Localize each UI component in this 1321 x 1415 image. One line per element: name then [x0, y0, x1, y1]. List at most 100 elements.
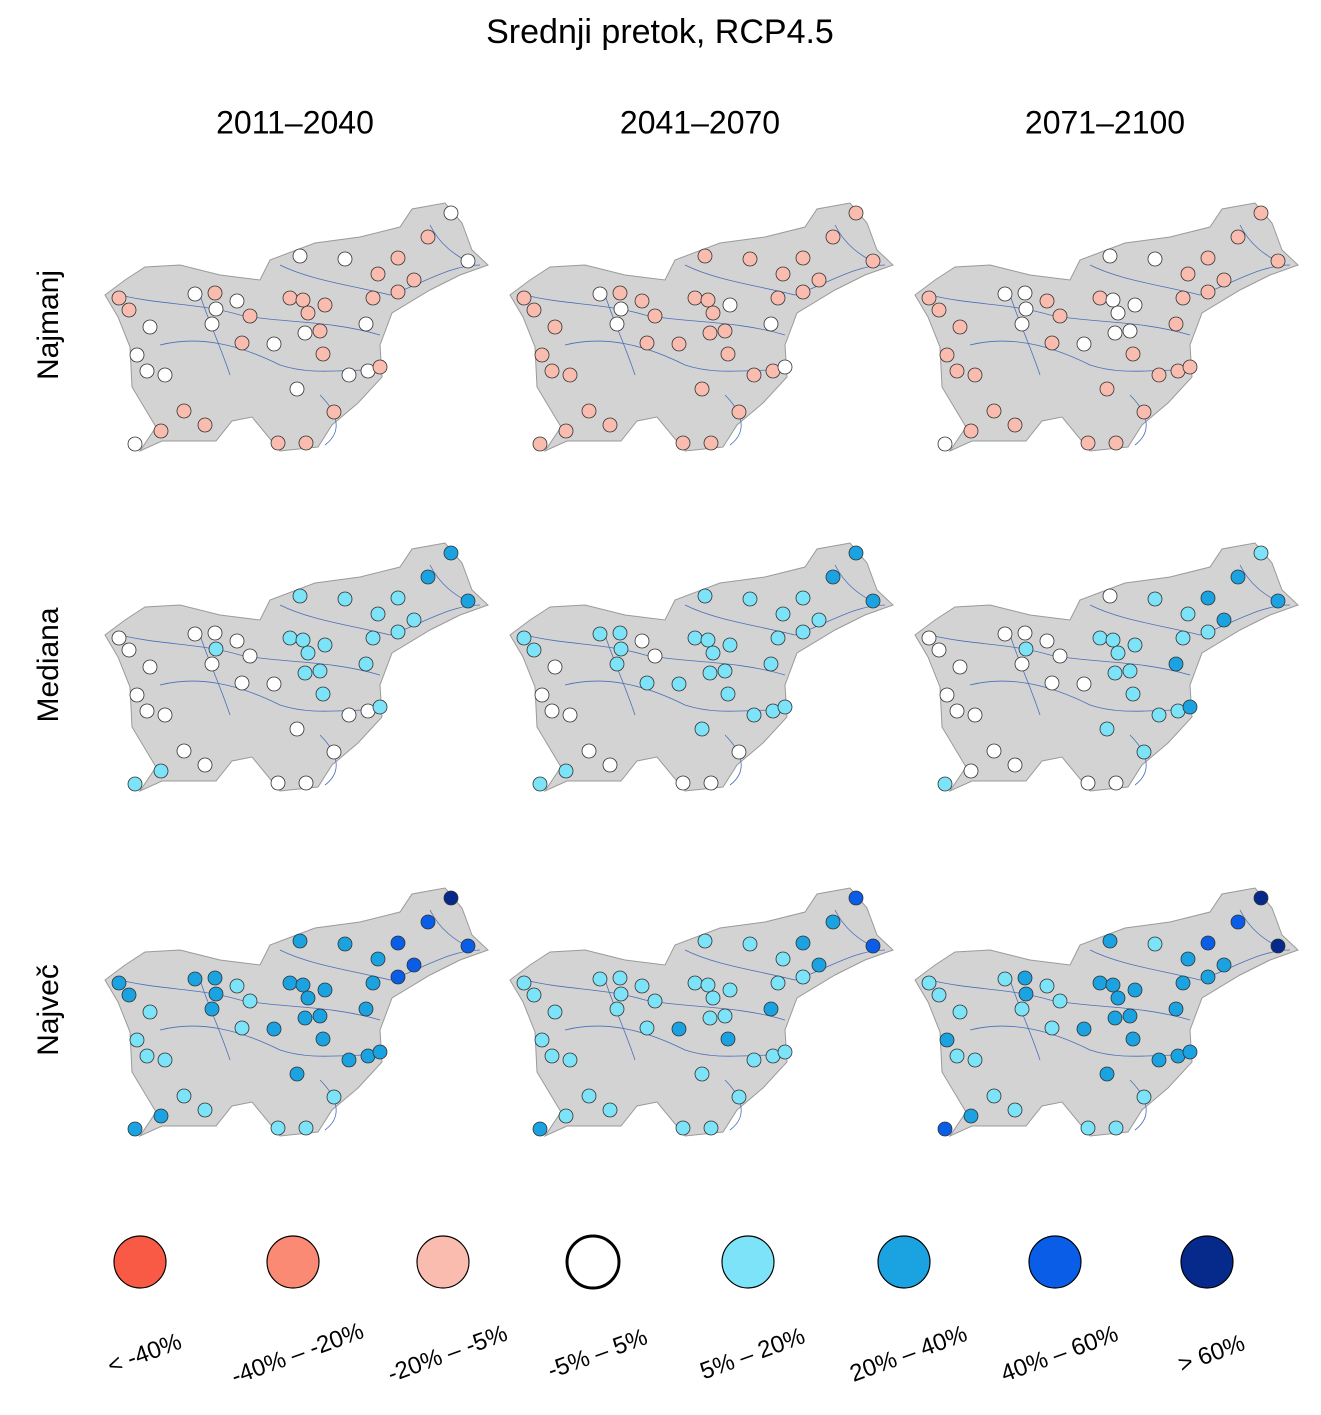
- station: [634, 633, 650, 649]
- station: [639, 675, 655, 691]
- station: [460, 253, 476, 269]
- station: [602, 1102, 618, 1118]
- station: [1108, 1120, 1124, 1136]
- station: [516, 975, 532, 991]
- station: [705, 990, 721, 1006]
- station: [234, 335, 250, 351]
- station: [700, 292, 716, 308]
- station: [694, 721, 710, 737]
- station: [547, 659, 563, 675]
- station: [675, 1120, 691, 1136]
- station: [204, 1001, 220, 1017]
- station: [390, 969, 406, 985]
- legend-label: 20% – 40%: [846, 1320, 971, 1387]
- station: [671, 676, 687, 692]
- station: [703, 435, 719, 451]
- station: [1039, 293, 1055, 309]
- station: [1018, 301, 1034, 317]
- station: [153, 423, 169, 439]
- station: [697, 933, 713, 949]
- map-panel: [915, 888, 1298, 1136]
- station: [297, 1010, 313, 1026]
- station: [1253, 545, 1269, 561]
- station: [1014, 1001, 1030, 1017]
- legend-label: 5% – 20%: [697, 1323, 809, 1386]
- station: [1168, 316, 1184, 332]
- station: [282, 630, 298, 646]
- station: [865, 593, 881, 609]
- station: [1151, 367, 1167, 383]
- station: [292, 933, 308, 949]
- station: [700, 977, 716, 993]
- station: [1125, 346, 1141, 362]
- station: [312, 663, 328, 679]
- station: [1007, 1102, 1023, 1118]
- station: [1052, 308, 1068, 324]
- station: [372, 359, 388, 375]
- station: [292, 588, 308, 604]
- station: [952, 319, 968, 335]
- station: [139, 1048, 155, 1064]
- station: [720, 686, 736, 702]
- station: [153, 1108, 169, 1124]
- station: [526, 642, 542, 658]
- legend-swatch: [113, 1235, 167, 1289]
- station: [337, 936, 353, 952]
- station: [865, 253, 881, 269]
- station: [775, 606, 791, 622]
- station: [295, 632, 311, 648]
- station: [1017, 285, 1033, 301]
- station: [121, 987, 137, 1003]
- station: [997, 971, 1013, 987]
- station: [825, 569, 841, 585]
- station: [187, 626, 203, 642]
- station: [1107, 665, 1123, 681]
- station: [390, 284, 406, 300]
- station: [234, 675, 250, 691]
- station: [266, 676, 282, 692]
- station: [865, 938, 881, 954]
- station: [717, 1008, 733, 1024]
- station: [207, 285, 223, 301]
- station: [297, 325, 313, 341]
- station: [592, 971, 608, 987]
- station: [770, 290, 786, 306]
- station: [1216, 612, 1232, 628]
- station: [697, 248, 713, 264]
- station: [697, 588, 713, 604]
- station: [176, 1088, 192, 1104]
- station: [1200, 250, 1216, 266]
- station: [558, 423, 574, 439]
- station: [406, 957, 422, 973]
- station: [372, 1044, 388, 1060]
- station: [592, 626, 608, 642]
- station: [848, 545, 864, 561]
- station: [317, 297, 333, 313]
- station: [390, 590, 406, 606]
- station: [315, 346, 331, 362]
- station: [111, 975, 127, 991]
- station: [1147, 936, 1163, 952]
- station: [795, 969, 811, 985]
- station: [229, 978, 245, 994]
- station: [722, 982, 738, 998]
- station: [1099, 1066, 1115, 1082]
- station: [687, 630, 703, 646]
- station: [289, 721, 305, 737]
- station: [229, 633, 245, 649]
- map-panel: [915, 203, 1298, 451]
- station: [825, 229, 841, 245]
- station: [197, 757, 213, 773]
- legend-swatch: [1028, 1235, 1082, 1289]
- map-panel: [510, 203, 893, 451]
- station: [532, 436, 548, 452]
- map-panel: [105, 203, 488, 451]
- station: [406, 612, 422, 628]
- station: [129, 687, 145, 703]
- station: [365, 630, 381, 646]
- station: [1017, 970, 1033, 986]
- station: [931, 642, 947, 658]
- station: [675, 775, 691, 791]
- station: [544, 703, 560, 719]
